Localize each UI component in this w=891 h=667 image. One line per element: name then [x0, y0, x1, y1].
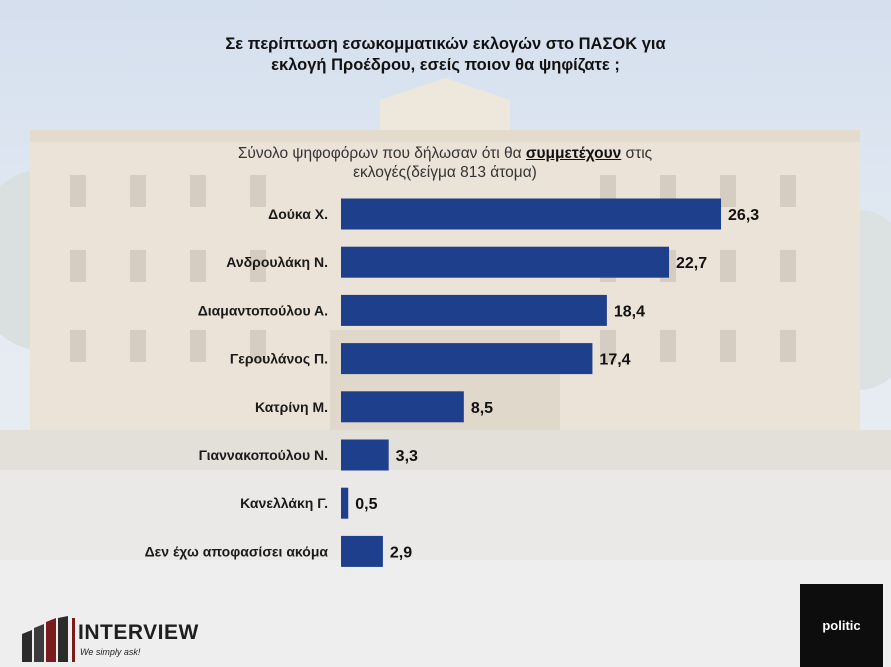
chart-title-line-1: Σε περίπτωση εσωκομματικών εκλογών στο Π… — [225, 35, 666, 53]
subtitle-emphasis: συμμετέχουν — [525, 145, 622, 162]
bar — [341, 246, 670, 278]
bar — [341, 439, 389, 471]
category-label: Διαμαντοπούλου Α. — [198, 302, 328, 318]
bar — [341, 535, 383, 567]
interview-logo-tagline: We simply ask! — [80, 647, 141, 657]
interview-logo-icon — [22, 616, 68, 662]
value-label: 26,3 — [728, 207, 759, 224]
bar — [341, 487, 349, 519]
category-label: Γιαννακοπούλου Ν. — [199, 447, 328, 463]
category-label: Κατρίνη Μ. — [255, 399, 328, 415]
bar — [341, 391, 464, 423]
category-label: Γερουλάνος Π. — [230, 351, 328, 367]
value-label: 18,4 — [614, 303, 645, 320]
value-label: 17,4 — [599, 352, 630, 369]
bar — [341, 294, 607, 326]
politic-logo-name: politic — [822, 618, 861, 633]
category-label: Ανδρουλάκη Ν. — [226, 254, 328, 270]
subtitle-text-before: Σύνολο ψηφοφόρων που δήλωσαν ότι θα — [237, 145, 526, 162]
subtitle-line-2: εκλογές(δείγμα 813 άτομα) — [353, 164, 537, 181]
logo-divider — [72, 618, 75, 662]
subtitle-text-after: στις — [621, 145, 653, 162]
value-label: 22,7 — [676, 255, 707, 272]
value-label: 8,5 — [471, 400, 493, 417]
chart-title: Σε περίπτωση εσωκομματικών εκλογών στο Π… — [0, 34, 891, 76]
category-label: Κανελλάκη Γ. — [240, 495, 328, 511]
value-label: 0,5 — [355, 496, 377, 513]
interview-logo: INTERVIEW We simply ask! — [20, 616, 220, 664]
interview-logo-name: INTERVIEW — [78, 621, 199, 644]
chart-subtitle: Σύνολο ψηφοφόρων που δήλωσαν ότι θα συμμ… — [200, 144, 690, 182]
category-label: Δεν έχω αποφασίσει ακόμα — [145, 543, 329, 559]
category-label: Δούκα Χ. — [268, 206, 328, 222]
value-label: 3,3 — [396, 448, 418, 465]
bar — [341, 343, 593, 375]
chart-title-line-2: εκλογή Προέδρου, εσείς ποιον θα ψηφίζατε… — [271, 56, 620, 74]
bar — [341, 198, 722, 230]
politic-logo: politic — [800, 584, 883, 667]
value-label: 2,9 — [390, 544, 412, 561]
